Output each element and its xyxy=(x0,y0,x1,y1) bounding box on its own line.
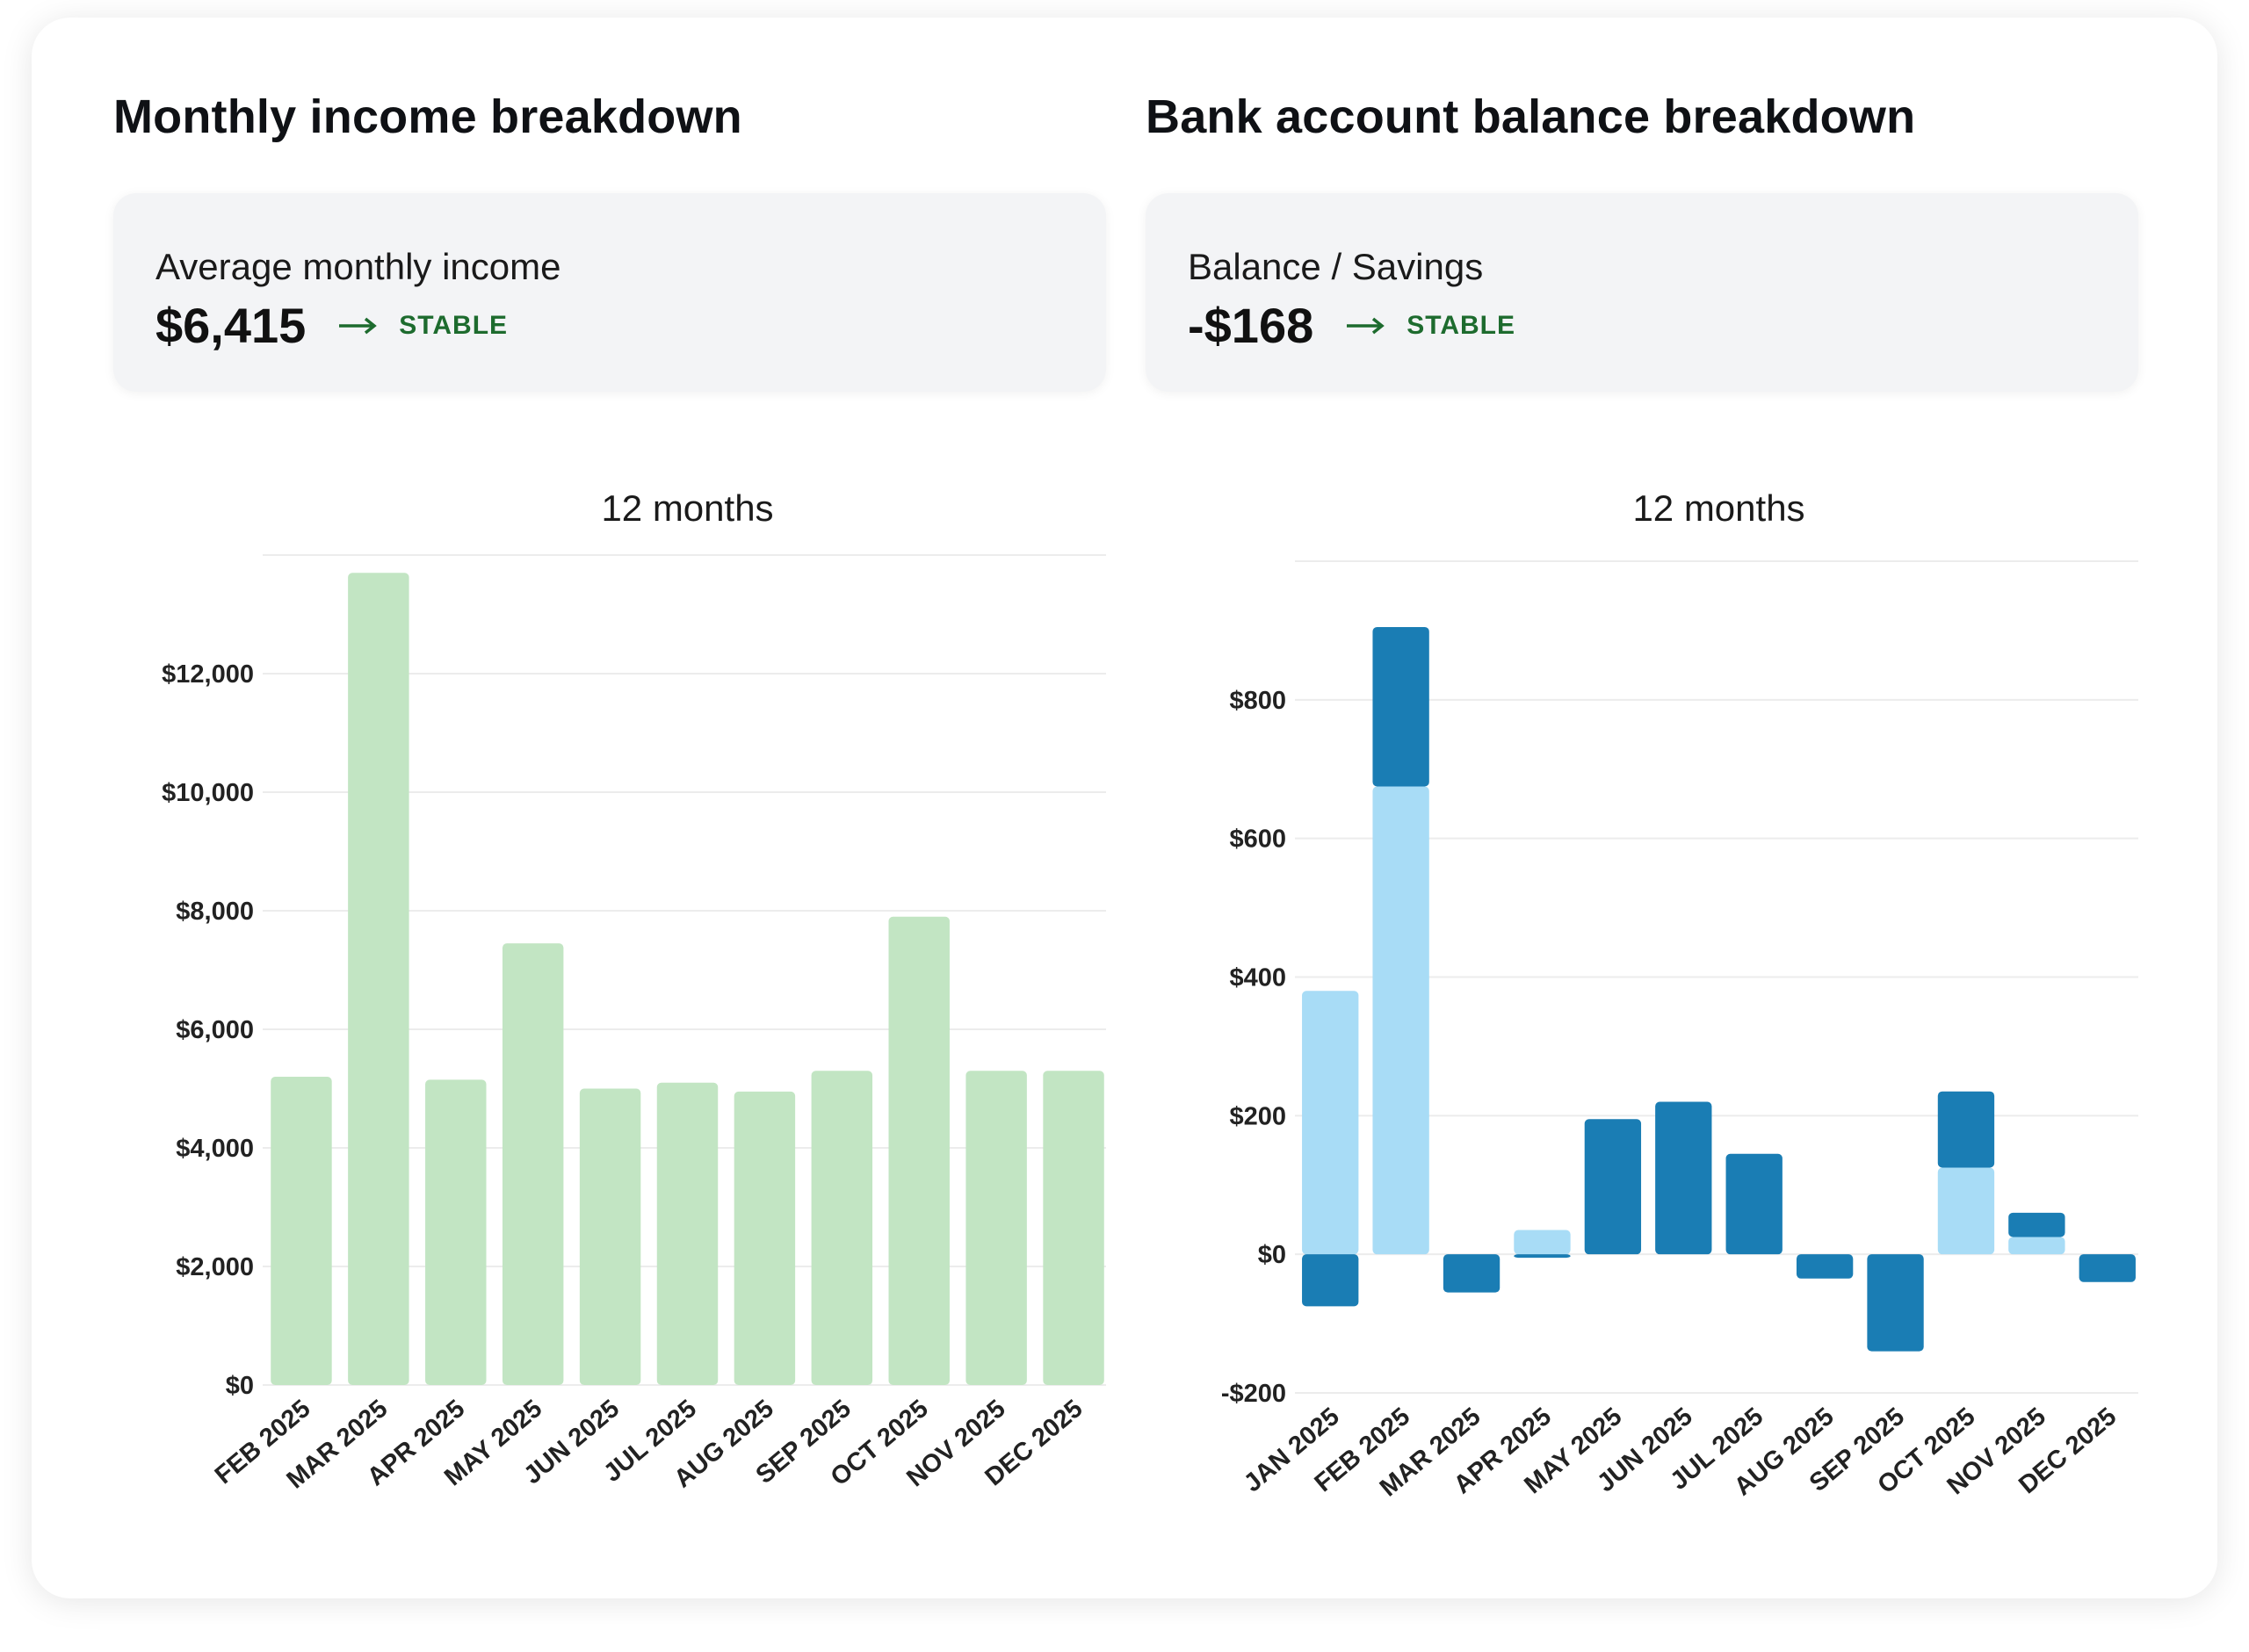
trend-badge: STABLE xyxy=(1407,310,1516,340)
bar xyxy=(425,1079,487,1385)
bar xyxy=(1725,1153,1783,1255)
income-panel: Monthly income breakdown Average monthly… xyxy=(113,18,1106,1598)
bar xyxy=(579,1088,641,1385)
dashboard-card: Monthly income breakdown Average monthly… xyxy=(32,18,2217,1598)
bar xyxy=(2008,1237,2065,1255)
bar xyxy=(811,1071,873,1385)
stat-value: -$168 xyxy=(1188,298,1314,353)
bar xyxy=(1372,626,1429,787)
trend-badge: STABLE xyxy=(399,310,509,340)
y-tick-label: $6,000 xyxy=(176,1016,254,1044)
bar xyxy=(1867,1254,1924,1352)
bar xyxy=(734,1091,796,1385)
y-tick-label: $12,000 xyxy=(162,660,254,689)
y-tick-label: $400 xyxy=(1229,964,1286,992)
chart-title: 12 months xyxy=(1632,487,1804,529)
stat-value: $6,415 xyxy=(155,298,307,353)
balance-panel: Bank account balance breakdown Balance /… xyxy=(1146,18,2138,1598)
bar xyxy=(1372,786,1429,1255)
bar xyxy=(2008,1212,2065,1237)
y-tick-label: $10,000 xyxy=(162,779,254,807)
bar xyxy=(2079,1254,2136,1282)
bar xyxy=(1584,1119,1642,1255)
bar xyxy=(1043,1071,1104,1385)
income-stat-card: Average monthly income $6,415 STABLE xyxy=(113,193,1106,392)
bar xyxy=(1655,1101,1712,1255)
y-tick-label: $2,000 xyxy=(176,1253,254,1281)
y-tick-label: $8,000 xyxy=(176,898,254,926)
bar xyxy=(1302,1254,1359,1307)
bar xyxy=(1937,1167,1995,1255)
income-bar-chart: 12 months $0 $2,000 $4,000 $6,000 $8,000 $10,0… xyxy=(162,487,1106,1494)
bar xyxy=(502,943,564,1385)
y-tick-label: $0 xyxy=(226,1372,254,1400)
bar xyxy=(1514,1254,1571,1259)
bar xyxy=(1514,1230,1571,1255)
balance-stat-card: Balance / Savings -$168 STABLE xyxy=(1146,193,2138,392)
y-tick-label: $800 xyxy=(1229,687,1286,715)
y-tick-label: -$200 xyxy=(1221,1380,1286,1408)
bar xyxy=(1443,1254,1501,1293)
y-tick-label: $4,000 xyxy=(176,1135,254,1163)
arrow-right-icon xyxy=(339,317,378,334)
bar xyxy=(348,573,409,1385)
bar xyxy=(1937,1091,1995,1168)
y-tick-label: $200 xyxy=(1229,1102,1286,1130)
bar xyxy=(888,916,950,1385)
panel-title: Bank account balance breakdown xyxy=(1146,90,1916,143)
arrow-right-icon xyxy=(1347,317,1385,334)
y-tick-label: $600 xyxy=(1229,826,1286,854)
y-tick-label: $0 xyxy=(1258,1241,1286,1269)
bar xyxy=(1302,991,1359,1255)
bar xyxy=(656,1082,719,1385)
bar xyxy=(965,1071,1027,1385)
bar xyxy=(1796,1254,1854,1279)
stat-label: Average monthly income xyxy=(155,246,561,287)
stat-label: Balance / Savings xyxy=(1188,246,1484,287)
chart-title: 12 months xyxy=(601,487,773,529)
bar xyxy=(271,1077,332,1385)
panel-title: Monthly income breakdown xyxy=(113,90,742,143)
